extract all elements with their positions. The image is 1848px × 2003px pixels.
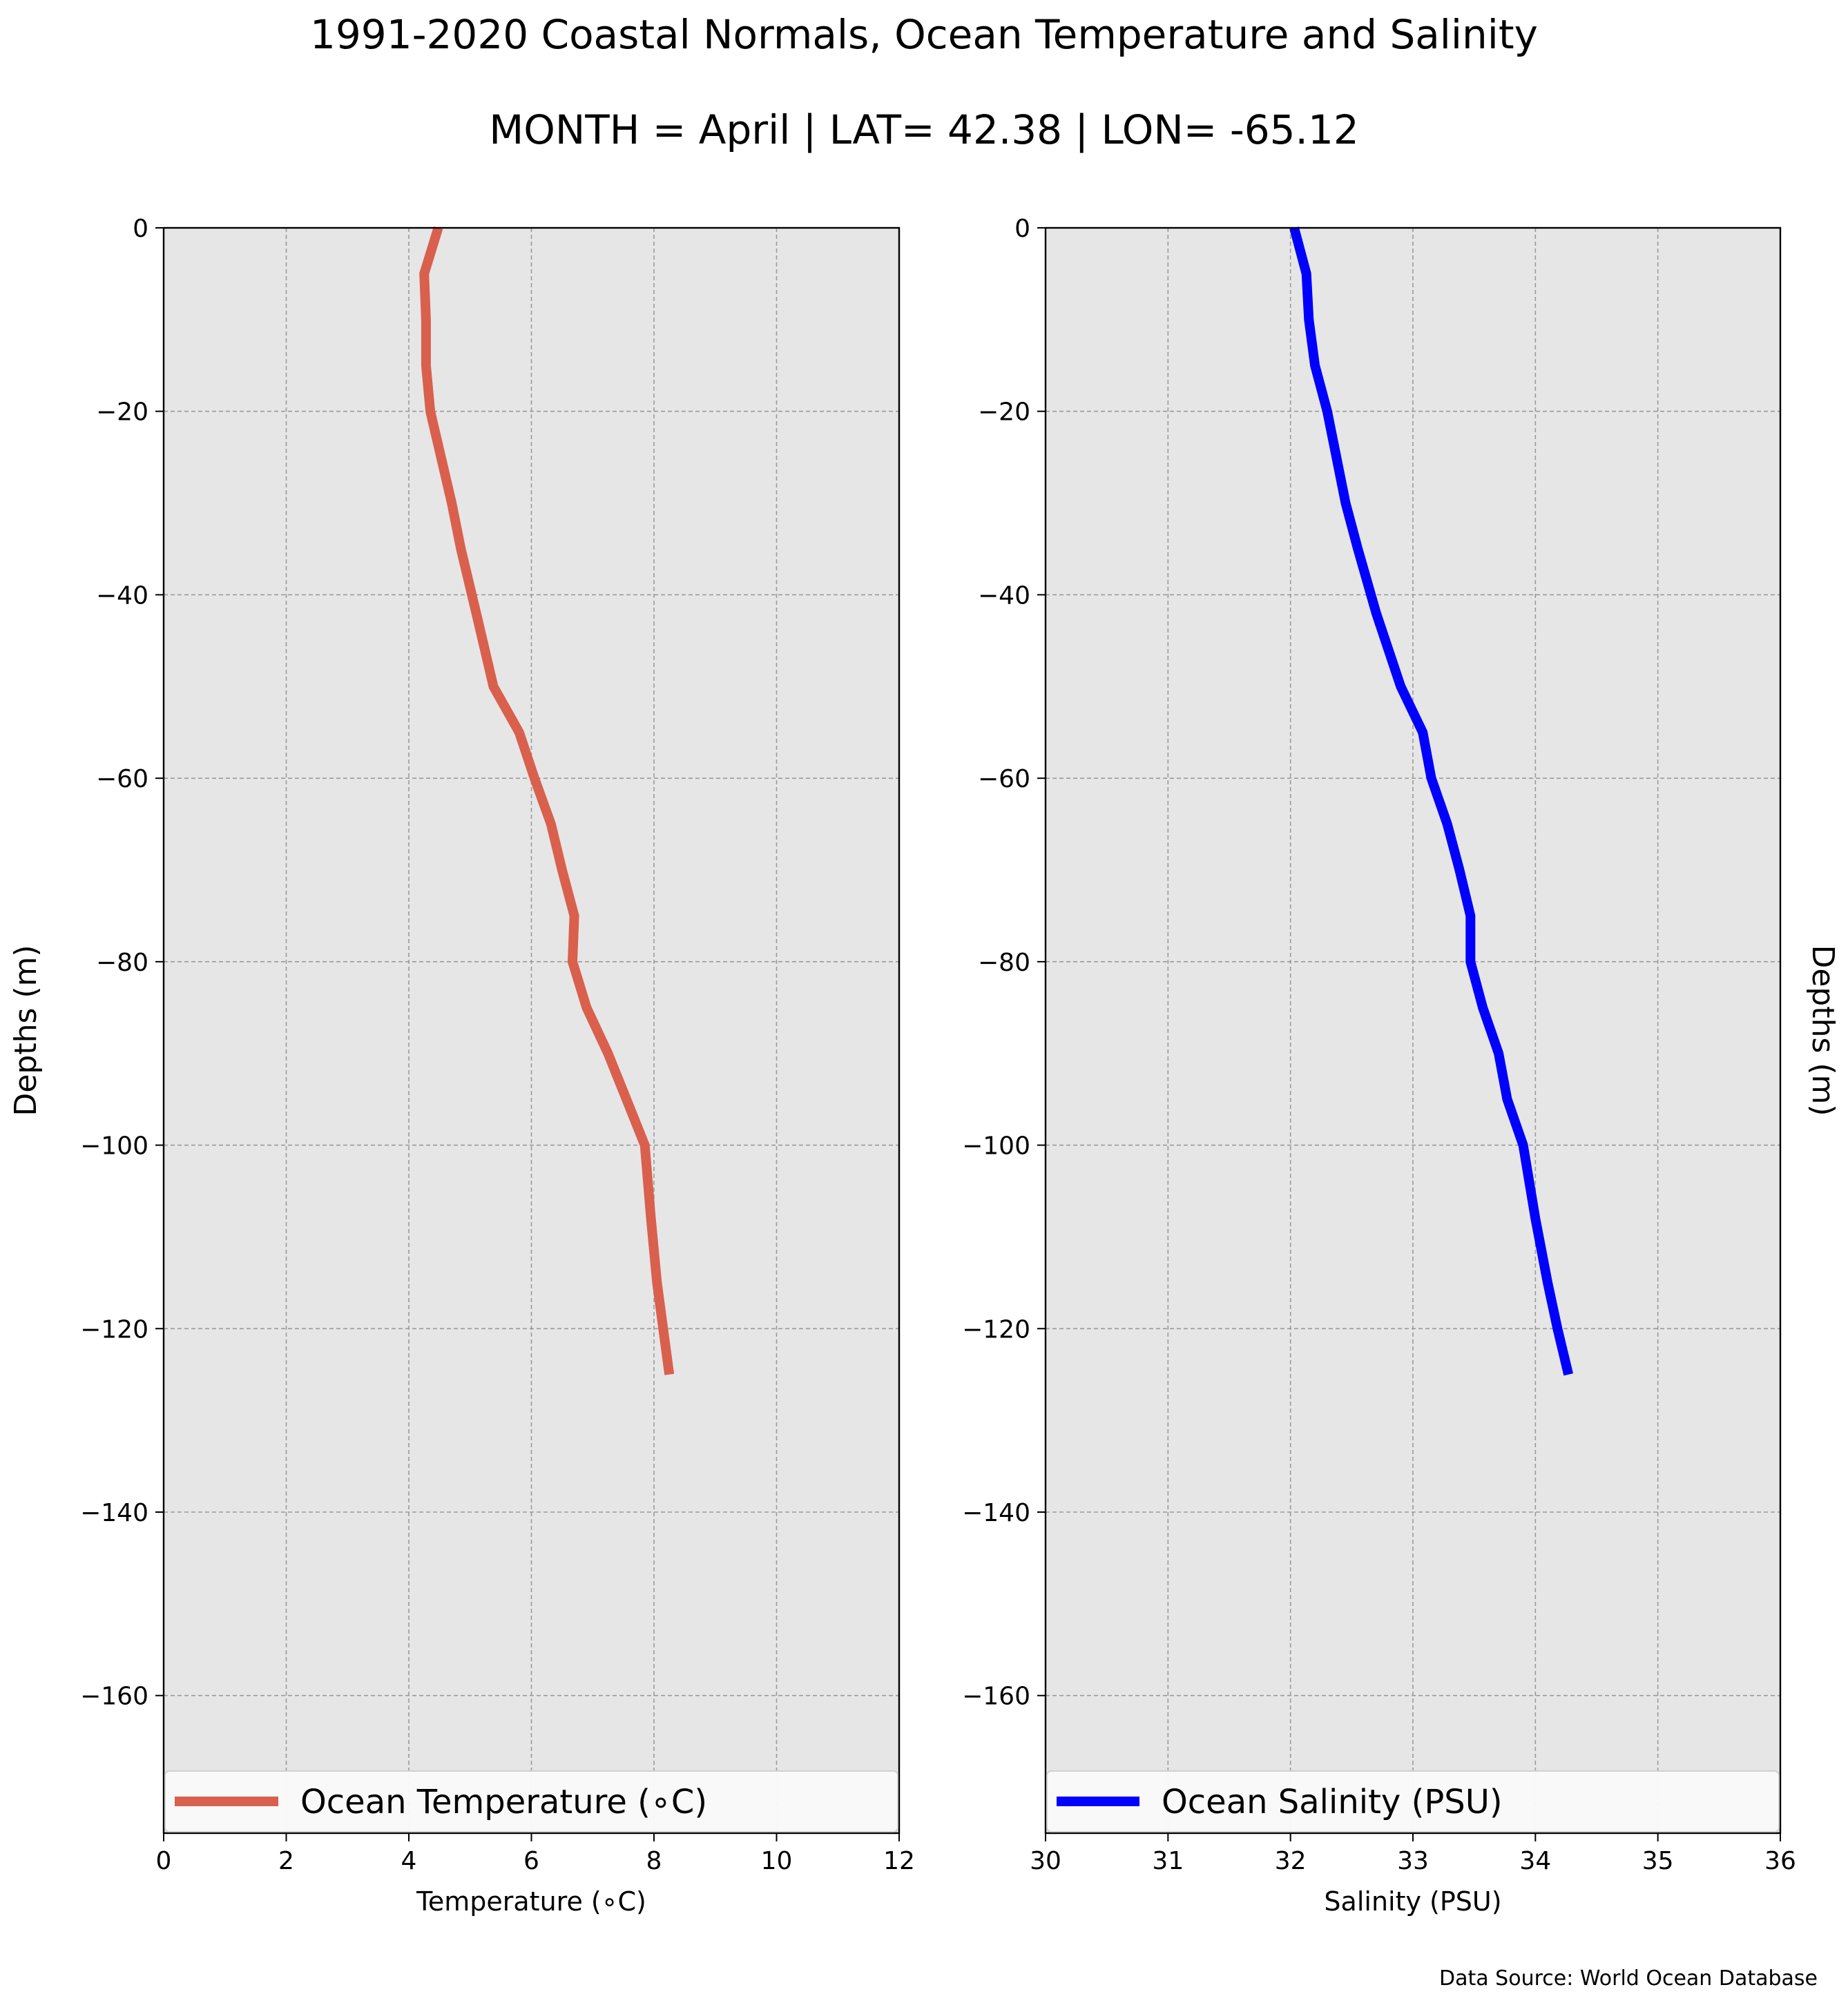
y-tick-label: −80 [978,949,1030,977]
x-tick-label: 33 [1397,1847,1429,1875]
figure-subtitle: MONTH = April | LAT= 42.38 | LON= -65.12 [489,106,1359,153]
x-tick-label: 4 [401,1847,417,1875]
x-tick-label: 31 [1152,1847,1184,1875]
temperature-panel: 0 2 4 6 8 10 12 0 −20 −40 −60 −80 −100 −120 −140 −160 Te… [8,215,915,1917]
y-tick-label: −60 [96,765,148,793]
y-tick-label: −100 [80,1132,148,1161]
y-tick-label: −40 [96,581,148,610]
y-tick-label: −120 [962,1315,1030,1344]
x-tick-label: 2 [278,1847,294,1875]
x-tick-label: 34 [1519,1847,1551,1875]
y-tick-label: −60 [978,765,1030,793]
series-line [419,226,675,1375]
x-tick-label: 12 [883,1847,915,1875]
data-source-note: Data Source: World Ocean Database [1439,1966,1818,1991]
x-tick-label: 32 [1275,1847,1307,1875]
x-tick-label: 36 [1764,1847,1796,1875]
legend-box [1046,1770,1780,1832]
y-tick-label: −140 [80,1499,148,1527]
x-tick-label: 35 [1642,1847,1674,1875]
salinity-panel: 30 31 32 33 34 35 36 0 −20 −40 −60 −80 −100 −120 −140 −… [962,215,1840,1917]
y-tick-label: −140 [962,1499,1030,1527]
x-tick-label: 30 [1030,1847,1061,1875]
legend-box [164,1770,898,1832]
x-axis-label: Temperature (∘C) [416,1886,646,1917]
y-axis-label: Depths (m) [1805,945,1840,1116]
y-tick-label: 0 [1014,215,1030,243]
x-tick-label: 6 [523,1847,539,1875]
y-tick-label: −100 [962,1132,1030,1161]
series-line [1289,226,1574,1376]
y-tick-label: −20 [978,398,1030,427]
figure-title: 1991-2020 Coastal Normals, Ocean Tempera… [310,11,1538,58]
y-tick-label: −80 [96,949,148,977]
y-tick-label: −40 [978,581,1030,610]
x-axis-label: Salinity (PSU) [1324,1886,1501,1917]
legend-label: Ocean Temperature (∘C) [300,1783,707,1821]
y-tick-label: −20 [96,398,148,427]
x-tick-label: 10 [761,1847,793,1875]
y-tick-label: −120 [80,1315,148,1344]
x-tick-label: 8 [646,1847,662,1875]
y-tick-label: −160 [962,1683,1030,1711]
legend-label: Ocean Salinity (PSU) [1162,1783,1503,1821]
y-axis-label: Depths (m) [8,945,44,1116]
x-tick-label: 0 [156,1847,172,1875]
y-tick-label: −160 [80,1683,148,1711]
y-tick-label: 0 [133,215,148,243]
